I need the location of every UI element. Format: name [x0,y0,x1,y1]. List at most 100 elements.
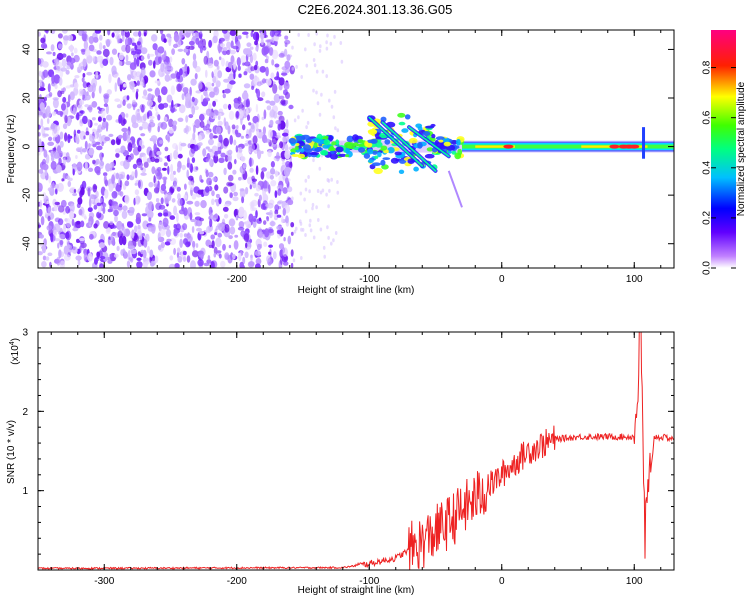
noise-speckle [269,109,276,118]
noise-speckle [113,30,121,34]
noise-speckle [59,140,64,148]
noise-speckle [245,34,249,39]
noise-speckle [252,135,258,145]
noise-speckle [191,157,196,164]
noise-speckle [48,175,52,184]
noise-speckle [134,44,138,51]
signal-blob [429,136,436,142]
noise-speckle [236,111,240,118]
noise-speckle [211,198,215,206]
noise-speckle [179,238,183,248]
noise-speckle [83,252,88,262]
noise-speckle [87,252,93,262]
noise-speckle [327,204,330,209]
noise-speckle [235,145,239,153]
noise-speckle [54,238,61,242]
noise-speckle [213,252,217,258]
noise-speckle [131,114,137,125]
noise-speckle [195,37,200,45]
noise-speckle [101,141,104,147]
signal-blob [324,135,329,140]
noise-speckle [165,229,172,238]
noise-speckle [89,135,95,142]
noise-speckle [157,95,162,103]
noise-speckle [141,213,148,217]
noise-speckle [80,242,87,249]
noise-speckle [60,90,65,95]
noise-speckle [135,195,141,205]
signal-blob [380,159,386,166]
noise-speckle [42,163,49,171]
noise-speckle [126,95,130,101]
noise-speckle [200,200,207,209]
snr-x-ticks: -300 -200 -100 0 100 [50,332,662,587]
noise-speckle [121,127,128,133]
noise-speckle [178,104,186,114]
noise-speckle [214,150,218,157]
noise-speckle [105,163,111,172]
signal-blob [337,153,347,157]
noise-speckle [126,37,133,46]
noise-speckle [188,114,194,119]
noise-speckle [284,42,288,47]
noise-speckle [181,205,185,212]
noise-speckle [226,150,229,156]
noise-speckle [250,31,254,38]
noise-speckle [158,55,162,64]
noise-speckle [286,134,289,143]
noise-speckle [262,78,266,84]
noise-speckle [122,235,127,246]
noise-speckle [269,100,276,106]
noise-speckle [268,129,273,139]
noise-speckle [39,199,43,209]
noise-speckle [177,117,184,123]
noise-speckle [157,46,165,54]
noise-speckle [107,30,111,36]
signal-blob [413,166,419,172]
noise-speckle [306,120,310,125]
noise-speckle [106,227,111,233]
noise-speckle [223,137,230,147]
noise-speckle [176,166,181,173]
noise-speckle [244,251,249,259]
noise-speckle [84,140,88,150]
spectrogram-frame [37,29,675,269]
noise-speckle [141,33,144,37]
noise-speckle [222,93,226,99]
noise-speckle [285,177,289,185]
noise-speckle [326,178,330,182]
noise-speckle [256,127,259,138]
noise-speckle [109,220,114,226]
noise-speckle [245,108,249,117]
noise-speckle [164,241,171,246]
noise-speckle [98,85,102,94]
y-tick-label: -20 [22,187,33,202]
signal-blob [301,134,310,140]
noise-speckle [309,218,312,223]
noise-speckle [171,184,178,189]
noise-speckle [75,134,80,144]
noise-speckle [38,132,41,137]
noise-speckle [118,60,123,66]
signal-blob [434,140,439,145]
noise-speckle [78,237,86,242]
signal-blob [328,135,334,142]
noise-speckle [160,197,164,205]
noise-speckle [140,107,145,112]
noise-speckle [270,168,276,175]
noise-speckle [89,194,96,200]
noise-speckle [167,192,172,202]
noise-speckle [43,133,49,137]
noise-speckle [247,63,253,74]
noise-speckle [328,98,331,103]
noise-speckle [58,77,63,86]
x-tick-label: -100 [359,576,379,587]
noise-speckle [135,91,139,100]
noise-speckle [227,156,231,161]
noise-speckle [125,30,129,33]
noise-speckle [69,91,75,101]
noise-speckle [160,121,168,130]
noise-speckle [284,35,289,40]
noise-speckle [167,165,170,175]
noise-speckle [213,86,220,96]
